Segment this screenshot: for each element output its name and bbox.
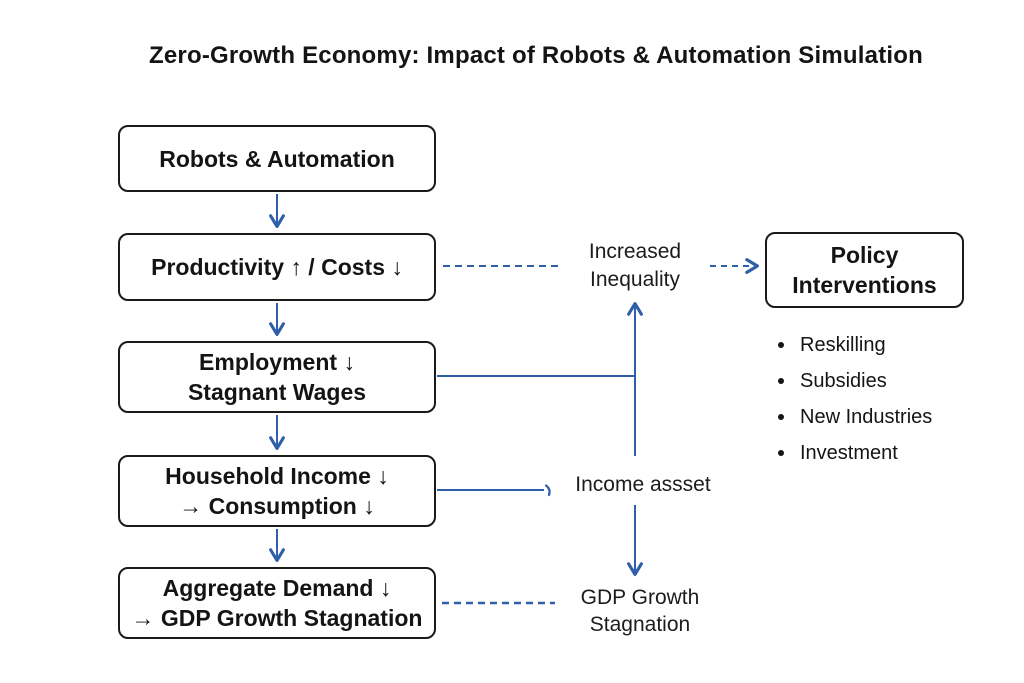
- label-line1: GDP Growth: [580, 586, 700, 609]
- list-item: Investment: [778, 435, 932, 471]
- policy-item-label: Investment: [800, 441, 898, 464]
- label-line1: Increased: [588, 240, 682, 263]
- flow-box-label-line2: → Consumption ↓: [179, 493, 375, 519]
- flow-box-label-line2: → GDP Growth Stagnation: [131, 605, 423, 631]
- label-line1: Income assset: [575, 473, 711, 496]
- flow-box-label-line1: Aggregate Demand ↓: [162, 575, 392, 601]
- policy-items-list: Reskilling Subsidies New Industries Inve…: [778, 327, 932, 471]
- bullet-icon: [778, 414, 784, 420]
- flow-box-productivity-costs: Productivity ↑ / Costs ↓: [118, 233, 436, 301]
- flow-box-label-line2: Stagnant Wages: [187, 379, 367, 405]
- flow-box-label-line1: Household Income ↓: [165, 463, 389, 489]
- bullet-icon: [778, 378, 784, 384]
- list-item: New Industries: [778, 399, 932, 435]
- line-end-tick: [544, 484, 551, 497]
- policy-item-label: New Industries: [800, 405, 933, 428]
- flow-box-label-line1: Employment ↓: [199, 349, 355, 375]
- bullet-icon: [778, 342, 784, 348]
- policy-interventions-box: Policy Interventions: [765, 232, 964, 308]
- bullet-icon: [778, 450, 784, 456]
- policy-item-label: Subsidies: [800, 369, 887, 392]
- flow-box-label: Robots & Automation: [159, 145, 395, 172]
- label-income-asset: Income assset: [563, 473, 723, 497]
- label-increased-inequality: Increased Inequality: [555, 238, 715, 294]
- flow-box-robots-automation: Robots & Automation: [118, 125, 436, 192]
- flow-box-household-consumption: Household Income ↓ → Consumption ↓: [118, 455, 436, 527]
- label-line2: Inequality: [590, 268, 680, 291]
- flow-box-aggregate-demand: Aggregate Demand ↓ → GDP Growth Stagnati…: [118, 567, 436, 639]
- list-item: Subsidies: [778, 363, 932, 399]
- label-line2: Stagnation: [589, 613, 691, 636]
- flow-box-label: Productivity ↑ / Costs ↓: [151, 254, 403, 280]
- policy-item-label: Reskilling: [800, 333, 886, 356]
- policy-box-label-line1: Policy: [830, 242, 899, 268]
- flow-box-employment-wages: Employment ↓ Stagnant Wages: [118, 341, 436, 413]
- policy-box-label-line2: Interventions: [792, 272, 937, 298]
- label-gdp-growth-stagnation: GDP Growth Stagnation: [560, 584, 720, 638]
- diagram-title: Zero-Growth Economy: Impact of Robots & …: [149, 42, 923, 69]
- list-item: Reskilling: [778, 327, 932, 363]
